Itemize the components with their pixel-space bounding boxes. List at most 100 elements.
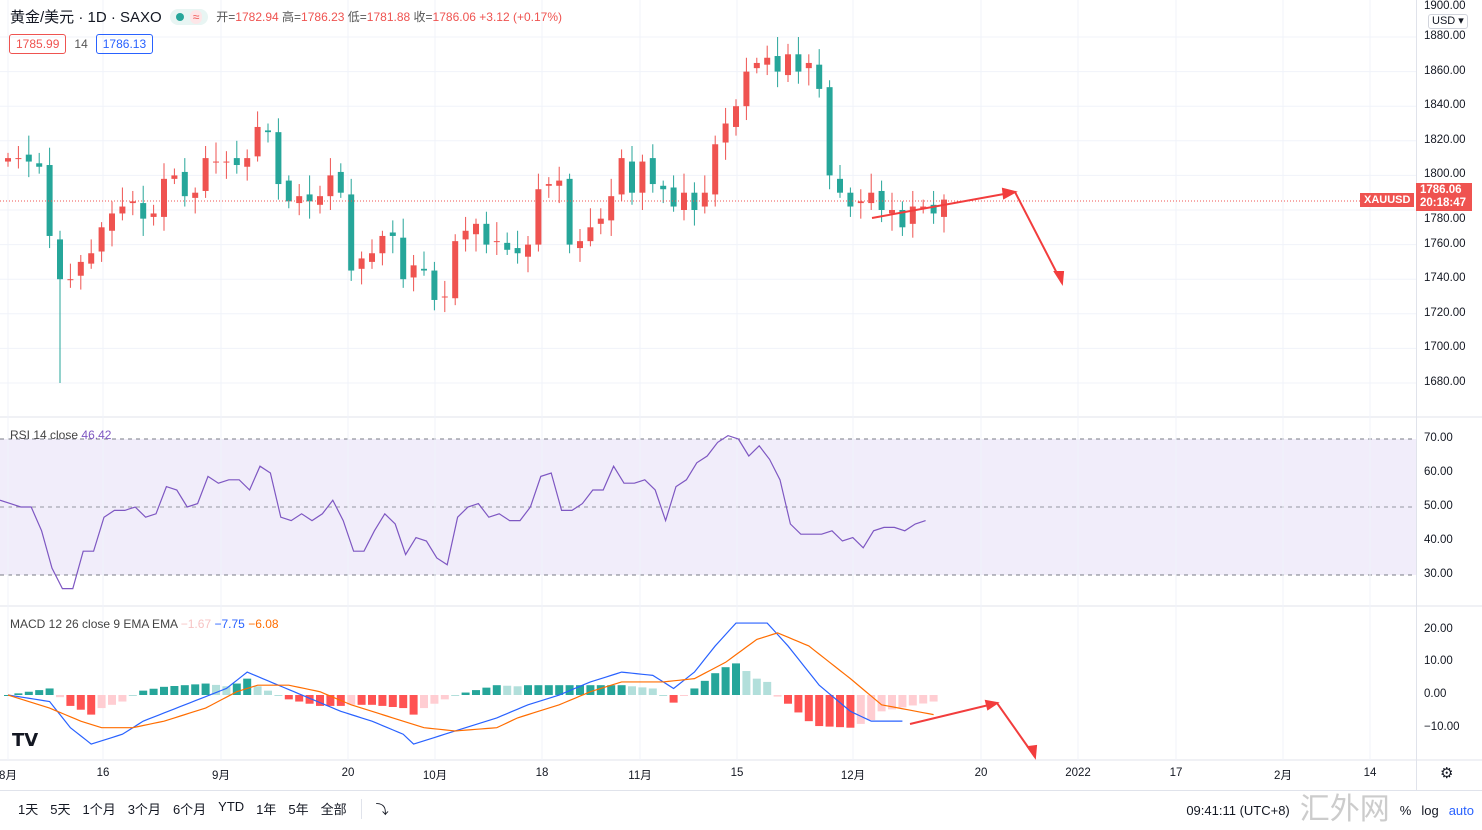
macd-histogram-bar xyxy=(243,678,252,695)
buy-price-button[interactable]: 1786.13 xyxy=(95,34,154,54)
candle-body xyxy=(722,123,729,143)
candle-body xyxy=(701,192,708,207)
candle-body xyxy=(67,279,74,281)
macd-histogram-bar xyxy=(544,685,553,695)
candle-body xyxy=(129,201,136,204)
candle-body xyxy=(889,210,895,214)
macd-histogram-bar xyxy=(669,695,678,703)
macd-legend[interactable]: MACD 12 26 close 9 EMA EMA −1.67 −7.75 −… xyxy=(10,617,279,631)
price-axis[interactable] xyxy=(1416,0,1482,790)
macd-histogram-bar xyxy=(742,671,751,695)
macd-histogram-bar xyxy=(617,685,626,695)
macd-histogram-bar xyxy=(877,695,886,712)
candle-body xyxy=(265,130,271,133)
trend-arrow-drawing[interactable] xyxy=(871,187,1065,760)
market-status[interactable]: ≈ xyxy=(169,8,209,25)
macd-histogram-bar xyxy=(576,685,584,695)
candle-body xyxy=(649,158,656,185)
rsi-legend[interactable]: RSI 14 close 46.42 xyxy=(10,428,112,442)
macd-histogram-bar xyxy=(139,690,148,695)
candle-body xyxy=(337,171,344,193)
candle-body xyxy=(473,223,479,235)
macd-histogram-bar xyxy=(357,695,366,705)
candle-body xyxy=(369,253,375,262)
sell-price-button[interactable]: 1785.99 xyxy=(9,34,67,54)
symbol-price-tag: XAUUSD xyxy=(1360,193,1415,207)
symbol-title[interactable]: 黄金/美元 · 1D · SAXO xyxy=(10,9,162,26)
candle-body xyxy=(15,158,22,160)
candle-body xyxy=(639,161,646,193)
candle-body xyxy=(525,244,531,257)
macd-histogram-bar xyxy=(586,685,595,695)
candle-body xyxy=(192,192,199,198)
macd-histogram-bar xyxy=(732,663,740,695)
range-button[interactable]: 3个月 xyxy=(127,802,161,817)
range-button[interactable]: 5年 xyxy=(288,802,309,817)
macd-histogram-bar xyxy=(815,695,824,727)
candle-body xyxy=(774,56,781,72)
candle-body xyxy=(306,194,313,202)
candle-body xyxy=(670,187,677,207)
range-button[interactable]: 6个月 xyxy=(172,802,207,817)
range-button[interactable]: 1天 xyxy=(18,802,39,817)
candle-body xyxy=(608,196,615,221)
chart-canvas[interactable]: 𝗧𝗩 xyxy=(0,0,1482,790)
macd-histogram-bar xyxy=(170,686,179,695)
rsi-label: 50.00 xyxy=(1424,500,1453,512)
range-button[interactable]: 全部 xyxy=(320,802,347,817)
signal-line xyxy=(7,632,934,732)
percent-toggle[interactable]: % xyxy=(1399,802,1412,818)
macd-histogram-bar xyxy=(534,685,543,695)
candle-body xyxy=(358,258,365,269)
time-label: 17 xyxy=(1169,767,1183,779)
price-label: 1800.00 xyxy=(1424,168,1466,181)
price-label: 1700.00 xyxy=(1424,341,1466,354)
time-label: 12月 xyxy=(840,770,866,782)
candle-body xyxy=(493,241,500,243)
settings-gear-icon[interactable]: ⚙ xyxy=(1440,765,1454,782)
macd-histogram-bar xyxy=(492,685,501,695)
candle-body xyxy=(514,248,521,254)
candle-body xyxy=(161,178,167,217)
candle-body xyxy=(618,158,625,195)
range-button[interactable]: 1个月 xyxy=(82,802,116,817)
macd-histogram-bar xyxy=(690,688,699,695)
macd-histogram-bar xyxy=(628,686,636,695)
macd-histogram-bar xyxy=(867,695,876,721)
macd-histogram-bar xyxy=(898,695,907,708)
candle-body xyxy=(868,192,875,204)
macd-histogram-bar xyxy=(409,695,418,715)
candle-body xyxy=(285,180,292,202)
auto-toggle[interactable]: auto xyxy=(1448,802,1474,818)
macd-histogram-bar xyxy=(482,687,491,695)
macd-histogram-bar xyxy=(472,690,480,695)
macd-histogram-bar xyxy=(888,695,896,710)
macd-histogram-bar xyxy=(929,695,938,702)
macd-histogram-bar xyxy=(97,695,106,709)
candle-body xyxy=(181,171,188,197)
macd-histogram-bar xyxy=(752,678,761,695)
range-button[interactable]: 5天 xyxy=(50,802,71,817)
macd-histogram-bar xyxy=(388,695,397,707)
macd-histogram-bar xyxy=(461,692,470,695)
log-toggle[interactable]: log xyxy=(1421,802,1439,818)
rsi-label: 40.00 xyxy=(1424,534,1453,546)
range-button[interactable]: YTD xyxy=(218,799,245,814)
clock[interactable]: 09:41:11 (UTC+8) xyxy=(1186,802,1290,818)
macd-histogram-bar xyxy=(212,684,220,695)
candle-body xyxy=(483,223,490,245)
currency-select[interactable]: USD ▾ xyxy=(1428,14,1468,29)
goto-date-icon[interactable]: ⤵ xyxy=(375,802,389,817)
watermark: 汇外网 xyxy=(1299,792,1390,827)
candle-body xyxy=(88,253,95,264)
macd-histogram-bar xyxy=(180,685,189,695)
macd-histogram-bar xyxy=(378,695,387,706)
macd-histogram-bar xyxy=(253,686,262,695)
macd-histogram-bar xyxy=(804,695,813,722)
price-label: 1840.00 xyxy=(1424,99,1466,112)
time-label: 2月 xyxy=(1274,770,1292,782)
candle-body xyxy=(909,206,916,224)
macd-histogram-bar xyxy=(513,686,522,695)
range-button[interactable]: 1年 xyxy=(256,802,277,817)
candle-body xyxy=(275,132,282,185)
